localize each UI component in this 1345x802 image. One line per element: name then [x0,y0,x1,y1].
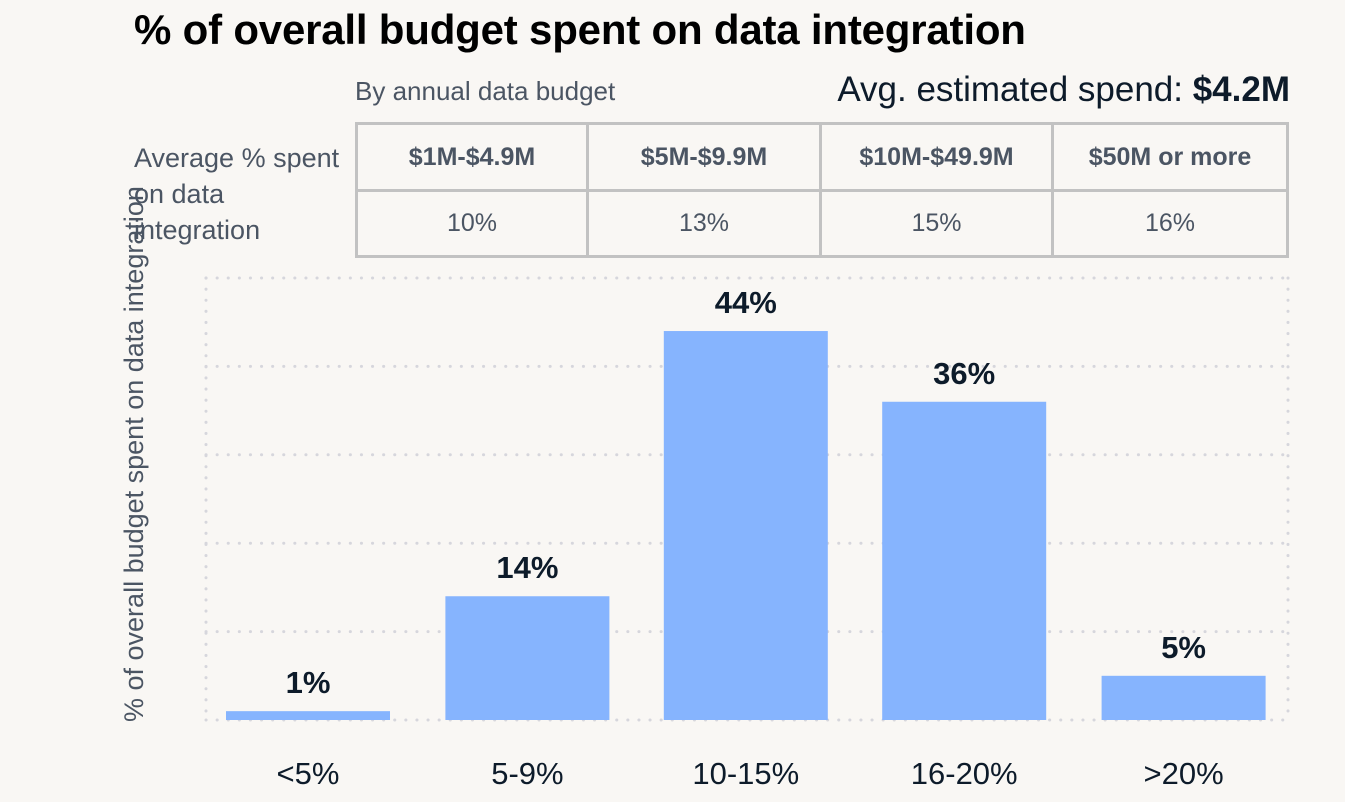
table-row: 10% 13% 15% 16% [355,189,1289,258]
chart-title: % of overall budget spent on data integr… [134,6,1026,53]
bar-value-label: 36% [933,356,995,391]
x-tick-label: >20% [1144,756,1224,791]
bar [882,401,1047,720]
avg-estimated-spend: Avg. estimated spend: $4.2M [837,70,1290,110]
bar [445,596,610,720]
table-cell: 15% [819,189,1054,258]
avg-spend-value: $4.2M [1192,70,1290,109]
x-tick-label: 16-20% [911,756,1018,791]
bar-value-label: 44% [715,285,777,320]
bar-value-label: 14% [496,550,558,585]
table-column-header: $5M-$9.9M [586,122,822,192]
grid [204,276,1290,722]
table-column-header: $50M or more [1051,122,1289,192]
bar-value-label: 5% [1161,630,1206,665]
table-cell: 16% [1051,189,1289,258]
table-column-header: $1M-$4.9M [355,122,589,192]
table-cell: 13% [586,189,822,258]
table-column-header: $10M-$49.9M [819,122,1054,192]
x-tick-label: 10-15% [692,756,799,791]
chart-subtitle: By annual data budget [355,76,616,106]
bar-value-label: 1% [286,665,331,700]
table-row-label: Average % spent on data integration [134,143,340,245]
bar [1101,675,1266,720]
bar-value-labels: 1% 14% 44% 36% 5% [286,285,1206,700]
x-tick-labels: <5% 5-9% 10-15% 16-20% >20% [277,756,1224,791]
bar [663,331,828,720]
bars [226,331,1266,720]
avg-spend-label: Avg. estimated spend: [837,70,1193,109]
x-tick-label: <5% [277,756,340,791]
bar [226,711,390,720]
table-cell: 10% [355,189,589,258]
table-header-row: $1M-$4.9M $5M-$9.9M $10M-$49.9M $50M or … [355,122,1289,192]
x-tick-label: 5-9% [491,756,563,791]
budget-table: $1M-$4.9M $5M-$9.9M $10M-$49.9M $50M or … [355,122,1289,258]
